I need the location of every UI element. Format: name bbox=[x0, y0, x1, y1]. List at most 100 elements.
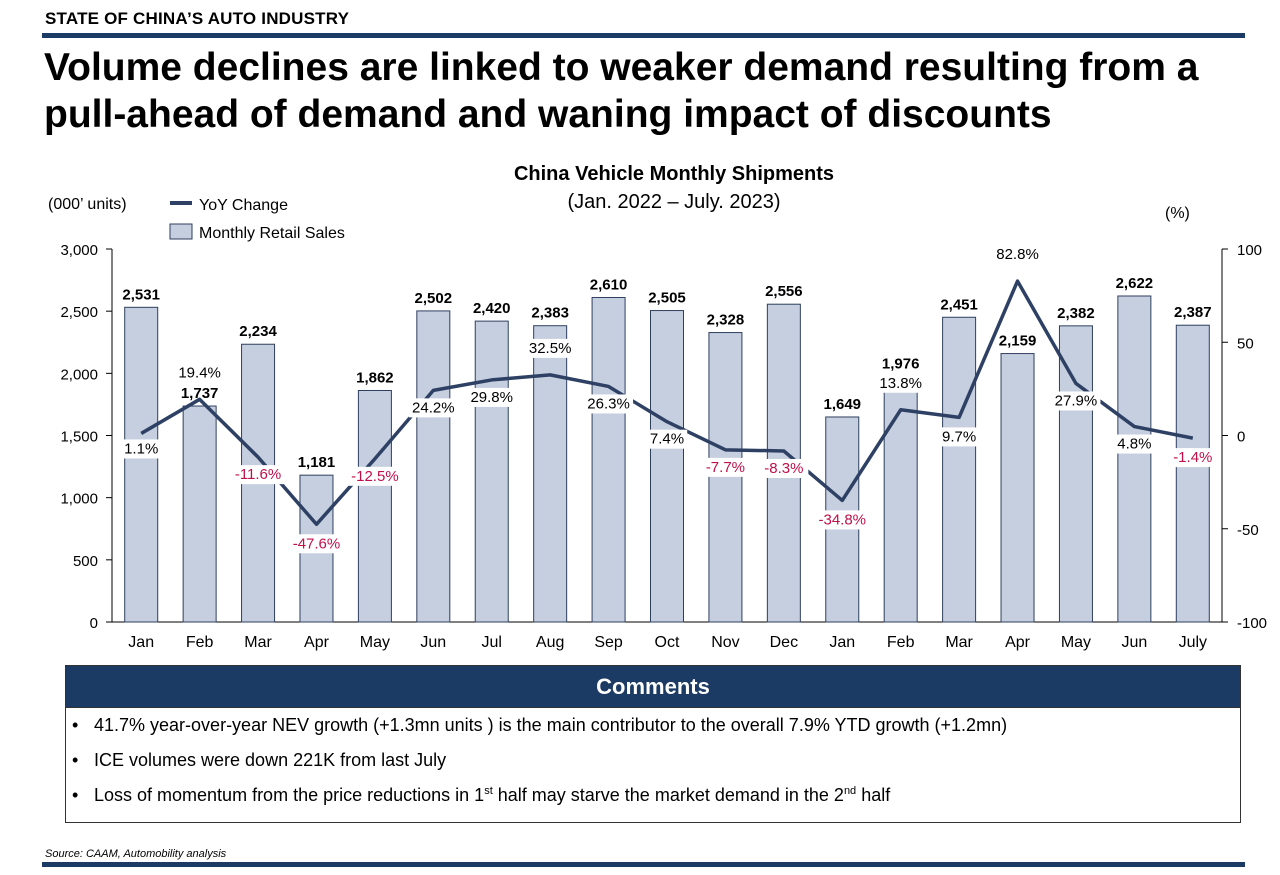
comment-item: Loss of momentum from the price reductio… bbox=[66, 784, 1240, 806]
yoy-pct-label: 24.2% bbox=[412, 399, 455, 416]
yoy-line bbox=[140, 279, 1194, 527]
sales-bar bbox=[942, 316, 977, 623]
yoy-pct-label: -7.7% bbox=[706, 459, 745, 476]
sales-bar bbox=[533, 325, 568, 623]
x-tick-label: Jun bbox=[420, 634, 446, 651]
yoy-pct-label: 19.4% bbox=[178, 364, 221, 381]
comments-box: Comments 41.7% year-over-year NEV growth… bbox=[65, 665, 1241, 823]
y2-tick-label: -50 bbox=[1237, 522, 1259, 539]
x-tick-label: Jan bbox=[128, 634, 154, 651]
y-axis-label: (000’ units) bbox=[48, 196, 127, 213]
x-tick-label: May bbox=[360, 634, 390, 651]
comments-heading: Comments bbox=[66, 666, 1240, 708]
y2-tick-label: 0 bbox=[1237, 429, 1245, 446]
bar-value-label: 2,505 bbox=[648, 290, 686, 307]
yoy-pct-label: 4.8% bbox=[1117, 436, 1151, 453]
comment-item: ICE volumes were down 221K from last Jul… bbox=[66, 749, 1240, 771]
pct-label-bg bbox=[467, 387, 517, 407]
pct-label-bg bbox=[1168, 448, 1218, 468]
x-tick-label: Oct bbox=[655, 634, 680, 651]
comment-superscript: st bbox=[484, 785, 493, 797]
x-tick-label: July bbox=[1179, 634, 1207, 651]
sales-bar bbox=[591, 296, 626, 623]
bars-series bbox=[124, 295, 1210, 623]
chart-subtitle: (Jan. 2022 – July. 2023) bbox=[567, 191, 780, 213]
sales-bar bbox=[124, 306, 159, 623]
shipments-chart: China Vehicle Monthly Shipments (Jan. 20… bbox=[48, 163, 1267, 651]
x-tick-label: Dec bbox=[770, 634, 798, 651]
bar-value-label: 2,502 bbox=[415, 290, 453, 307]
bar-value-label: 2,420 bbox=[473, 300, 511, 317]
comment-text: ICE volumes were down 221K from last Jul… bbox=[94, 750, 447, 770]
comments-list: 41.7% year-over-year NEV growth (+1.3mn … bbox=[66, 708, 1240, 806]
bar-value-label: 1,737 bbox=[181, 385, 219, 402]
sales-bar bbox=[416, 310, 451, 623]
yoy-pct-label: 82.8% bbox=[996, 246, 1039, 263]
sales-bar bbox=[883, 375, 918, 623]
sales-bar bbox=[357, 389, 392, 623]
pct-label-bg bbox=[408, 398, 458, 418]
pct-label-bg bbox=[229, 465, 287, 485]
y-tick-label: 1,500 bbox=[60, 429, 98, 446]
bar-value-label: 2,383 bbox=[531, 305, 569, 322]
x-tick-label: Jan bbox=[829, 634, 855, 651]
sales-bar bbox=[1117, 295, 1152, 623]
sales-bar bbox=[1000, 353, 1035, 623]
section-tag: STATE OF CHINA’S AUTO INDUSTRY bbox=[45, 9, 350, 28]
sales-bar bbox=[182, 405, 217, 623]
bar-value-label: 2,159 bbox=[999, 333, 1037, 350]
y2-tick-label: 100 bbox=[1237, 242, 1262, 259]
yoy-pct-label: 13.8% bbox=[879, 375, 922, 392]
bar-value-label: 1,976 bbox=[882, 355, 920, 372]
pct-label-bg bbox=[346, 466, 404, 486]
pct-label-bg bbox=[700, 457, 750, 477]
pct-label-bg bbox=[1051, 391, 1101, 411]
pct-label-bg bbox=[175, 363, 225, 383]
x-tick-label: Nov bbox=[711, 634, 739, 651]
pct-label-bg bbox=[813, 510, 872, 530]
comment-text-part: Loss of momentum from the price reductio… bbox=[94, 785, 485, 805]
x-tick-label: Mar bbox=[244, 634, 272, 651]
sales-bar bbox=[1058, 325, 1093, 623]
bar-value-label: 2,387 bbox=[1174, 304, 1212, 321]
y2-axis-label: (%) bbox=[1165, 205, 1190, 222]
pct-label-bg bbox=[1114, 434, 1155, 454]
yoy-pct-label: -11.6% bbox=[235, 466, 281, 483]
bar-value-label: 2,234 bbox=[239, 323, 277, 340]
y-tick-label: 3,000 bbox=[60, 242, 98, 259]
x-tick-label: Sep bbox=[594, 634, 623, 651]
x-tick-label: Feb bbox=[887, 634, 915, 651]
axes: 0 500 1,000 1,500 2,000 2,500 3,000 -100 -50 0 50 1… bbox=[60, 242, 1267, 651]
legend: YoY Change Monthly Retail Sales bbox=[169, 197, 345, 242]
bottom-rule bbox=[42, 862, 1245, 867]
y-tick-label: 2,500 bbox=[60, 304, 98, 321]
legend-bar-swatch bbox=[169, 223, 193, 240]
bar-value-label: 2,451 bbox=[940, 296, 978, 313]
pct-label-bg bbox=[938, 427, 980, 447]
y-tick-label: 2,000 bbox=[60, 366, 98, 383]
yoy-pct-label: 7.4% bbox=[650, 431, 684, 448]
bar-value-label: 2,531 bbox=[122, 286, 160, 303]
x-tick-label: Apr bbox=[304, 634, 330, 651]
yoy-pct-label: 1.1% bbox=[124, 440, 158, 457]
pct-label-bg bbox=[646, 429, 688, 449]
data-labels: 2,531 1,737 2,234 1,181 1,862 2,502 2,420 2,383… bbox=[121, 245, 1218, 554]
legend-bar-label: Monthly Retail Sales bbox=[199, 225, 345, 242]
bar-value-label: 2,610 bbox=[590, 276, 628, 293]
page-headline: Volume declines are linked to weaker dem… bbox=[44, 46, 1199, 136]
y-tick-label: 1,000 bbox=[60, 491, 98, 508]
pct-label-bg bbox=[876, 373, 926, 393]
top-rule bbox=[42, 33, 1245, 38]
bar-value-label: 1,649 bbox=[823, 396, 861, 413]
comment-superscript: nd bbox=[843, 785, 857, 797]
x-tick-label: Jun bbox=[1121, 634, 1147, 651]
y2-tick-label: 50 bbox=[1237, 335, 1254, 352]
yoy-pct-label: -8.3% bbox=[764, 460, 803, 477]
pct-label-bg bbox=[993, 245, 1043, 265]
y2-tick-label: -100 bbox=[1237, 615, 1267, 632]
x-tick-label: Mar bbox=[945, 634, 973, 651]
pct-label-bg bbox=[584, 394, 634, 414]
yoy-pct-label: -12.5% bbox=[351, 468, 399, 485]
x-tick-label: Aug bbox=[536, 634, 564, 651]
bar-value-label: 1,862 bbox=[356, 369, 394, 386]
